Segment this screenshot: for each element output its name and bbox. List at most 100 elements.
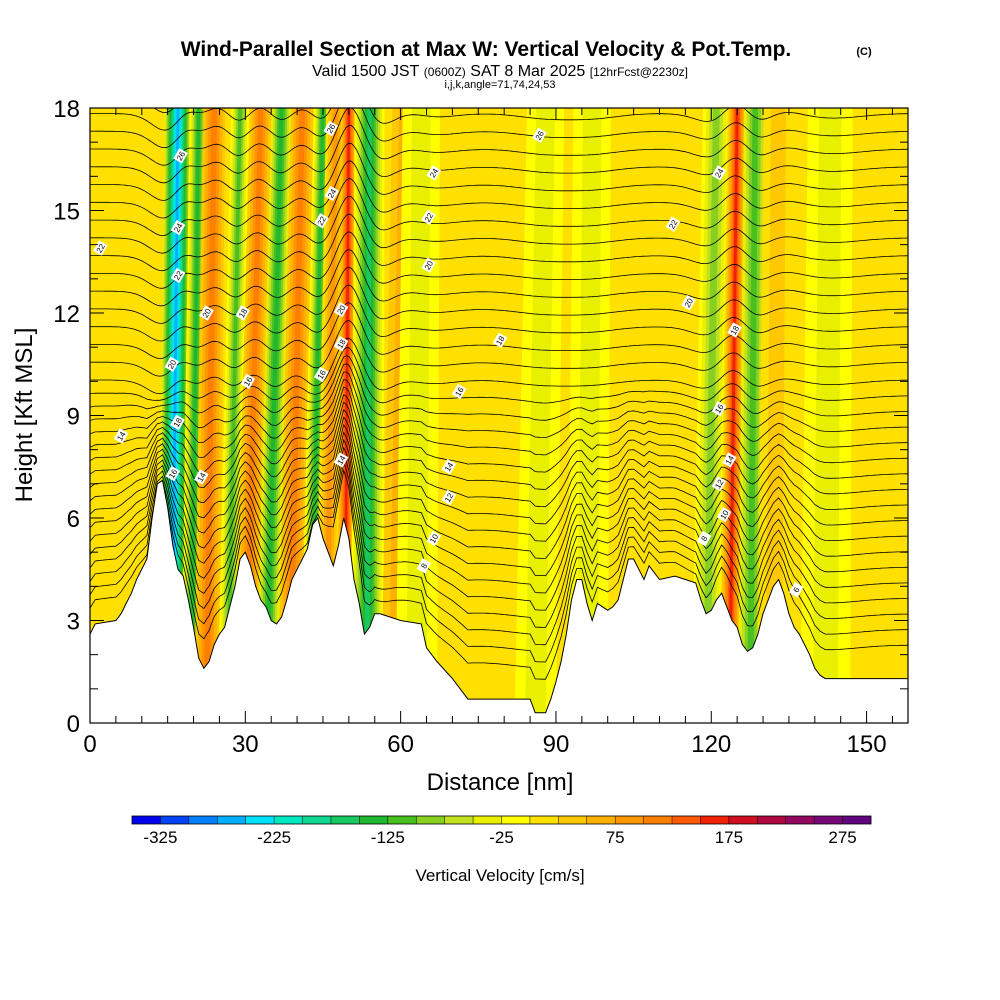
terrain-mask — [90, 479, 908, 723]
isentrope-label-bg — [416, 558, 432, 574]
isentrope-line — [90, 108, 908, 149]
velocity-band-level — [746, 108, 759, 723]
axes: 0 30 60 90 120 150 0 3 6 9 12 15 18 — [53, 96, 908, 758]
colorbar-tick-label: -225 — [257, 828, 291, 847]
colorbar-swatch — [132, 816, 161, 824]
colorbar-tick-label: 75 — [606, 828, 625, 847]
velocity-band-level — [765, 108, 787, 723]
isentrope-line — [90, 461, 908, 663]
isentrope-label-bg — [421, 209, 436, 226]
y-axis-label: Height [Kft MSL] — [11, 328, 38, 503]
velocity-band — [194, 108, 226, 723]
colorbar-swatch — [217, 816, 246, 824]
chart-title-block: Wind-Parallel Section at Max W: Vertical… — [181, 38, 872, 91]
colorbar-swatch — [501, 816, 531, 824]
colorbar-swatch — [330, 816, 360, 824]
isentrope-line — [90, 438, 908, 611]
colorbar-swatch — [188, 816, 218, 824]
colorbar-swatch — [529, 816, 559, 824]
y-tick-label: 12 — [53, 301, 80, 328]
isentrope-line — [90, 195, 908, 254]
isentrope-line — [90, 125, 908, 184]
isentrope-label: 8 — [419, 561, 429, 570]
isentrope-label-bg — [323, 120, 339, 137]
y-tick-label: 18 — [53, 96, 80, 123]
colorbar-swatch — [785, 816, 815, 824]
isentrope-label-bg — [333, 301, 349, 318]
isentrope-label-bg — [681, 295, 696, 311]
x-tick-label: 90 — [543, 731, 570, 758]
colorbar-swatch — [842, 816, 872, 824]
isentrope-line — [90, 431, 908, 594]
isentrope-line — [90, 108, 908, 131]
isentrope-line — [90, 393, 908, 508]
isentrope-label-bg — [492, 332, 508, 349]
colorbar-tick-label: -125 — [371, 828, 405, 847]
isentrope-label-bg — [193, 469, 209, 485]
colorbar-swatch — [274, 816, 303, 824]
velocity-band-level — [286, 108, 306, 723]
isentrope-line — [90, 284, 908, 342]
colorbar-swatch — [245, 816, 275, 824]
isentrope-label-bg — [113, 428, 129, 444]
x-tick-label: 0 — [83, 731, 96, 758]
velocity-band — [756, 108, 794, 723]
isentrope-label-bg — [314, 366, 329, 383]
velocity-band-level — [702, 108, 720, 723]
isentrope-label-bg — [324, 185, 340, 202]
colorbar-swatch — [444, 816, 474, 824]
isentrope-line — [90, 446, 908, 628]
velocity-band — [718, 108, 747, 723]
isentrope-label-bg — [426, 165, 442, 181]
isentrope-label-bg — [711, 476, 727, 492]
valid-date: SAT 8 Mar 2025 — [470, 63, 585, 80]
isentrope-line — [90, 408, 908, 542]
colorbar-swatch — [757, 816, 787, 824]
colorbar-swatch — [728, 816, 758, 824]
isentrope-line — [90, 337, 908, 395]
isentrope-line — [90, 386, 908, 490]
isentrope-line — [90, 108, 908, 166]
x-tick-label: 60 — [387, 731, 414, 758]
colorbar-swatch — [643, 816, 673, 824]
colorbar-swatch — [586, 816, 616, 824]
y-tick-label: 3 — [67, 609, 80, 636]
x-tick-label: 120 — [691, 731, 731, 758]
isentrope-label-bg — [716, 506, 732, 523]
isentrope-label-bg — [333, 336, 349, 352]
colorbar: -325 -225 -125 -25 75 175 275 — [131, 815, 872, 847]
isentrope-label-bg — [788, 582, 804, 598]
isentrope-label-bg — [235, 305, 251, 321]
velocity-band-level — [727, 108, 739, 723]
isentrope-label-bg — [532, 127, 547, 144]
isentrope-label-bg — [451, 383, 467, 400]
isentrope-line — [90, 160, 908, 219]
isentrope-line — [90, 213, 908, 272]
isentrope-label-bg — [199, 305, 214, 321]
isentrope-lines — [90, 108, 908, 680]
colorbar-swatch — [672, 816, 701, 824]
colorbar-tick-label: 275 — [828, 828, 856, 847]
velocity-band-level — [203, 108, 218, 723]
isentrope-label-bg — [170, 219, 186, 236]
isentrope-label-bg — [93, 240, 108, 256]
isentrope-label-bg — [170, 414, 185, 431]
isentrope-label-bg — [722, 452, 737, 468]
isentrope-label-bg — [711, 400, 727, 417]
isentrope-line — [90, 355, 908, 421]
isentrope-label-bg — [170, 267, 186, 284]
colorbar-swatch — [814, 816, 843, 824]
x-tick-label: 30 — [232, 731, 259, 758]
colorbar-swatch — [615, 816, 644, 824]
colorbar-swatch — [558, 816, 588, 824]
isentrope-label-bg — [441, 489, 457, 506]
isentrope-line — [90, 142, 908, 201]
isentrope-label-bg — [240, 373, 256, 390]
x-axis-label: Distance [nm] — [427, 769, 574, 796]
isentrope-label-bg — [333, 452, 349, 468]
isentrope-line — [90, 371, 908, 456]
x-tick-label: 150 — [847, 731, 887, 758]
colorbar-tick-label: 175 — [715, 828, 743, 847]
